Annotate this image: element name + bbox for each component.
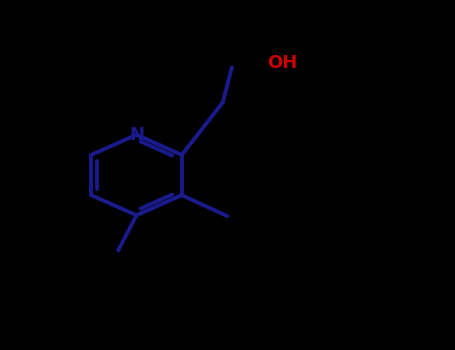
Text: N: N [129, 126, 144, 144]
Text: OH: OH [267, 54, 297, 72]
